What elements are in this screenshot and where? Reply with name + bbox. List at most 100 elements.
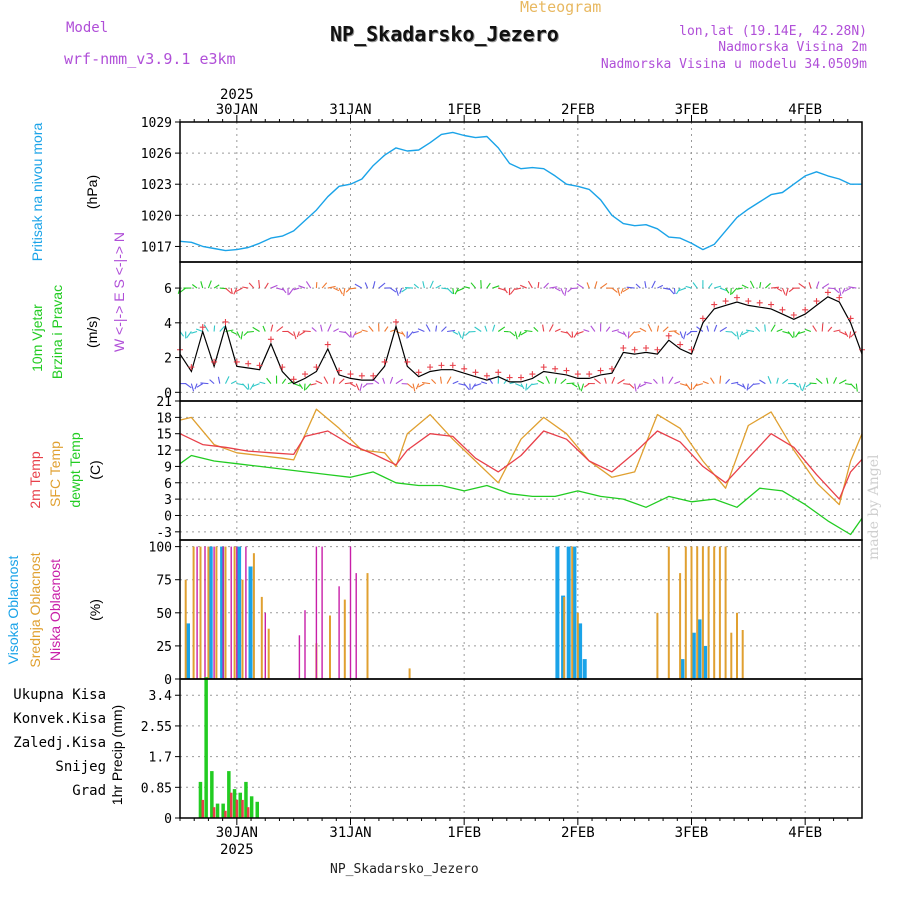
wind-direction-arrow xyxy=(431,379,437,385)
wind-direction-arrow xyxy=(524,329,533,333)
mid-cloud-bar xyxy=(713,546,716,679)
wind-direction-arrow xyxy=(776,287,783,292)
y-tick-label: 0 xyxy=(164,673,172,688)
wind-direction-arrow xyxy=(850,331,857,338)
wind-direction-arrow xyxy=(634,383,637,392)
wind-direction-arrow xyxy=(298,383,304,389)
wind-direction-arrow xyxy=(668,287,675,295)
wind-direction-arrow xyxy=(652,378,658,384)
y-tick-label: 18 xyxy=(156,411,172,426)
mid-cloud-bar xyxy=(563,596,566,679)
low-cloud-bar xyxy=(204,546,206,679)
wind-direction-arrow xyxy=(805,383,812,388)
wind-direction-arrow xyxy=(781,287,786,295)
wind-direction-arrow xyxy=(776,377,779,384)
wind-direction-arrow xyxy=(787,331,794,339)
wind-direction-arrow xyxy=(767,375,772,384)
wind-gust-marker xyxy=(267,336,274,343)
wind-direction-arrow xyxy=(327,285,336,289)
high-cloud-bar xyxy=(578,623,583,679)
wind-direction-arrow xyxy=(406,383,414,389)
altitude-label: Nadmorska Visina 2m xyxy=(718,40,867,55)
wind-direction-arrow xyxy=(446,376,452,384)
year-label-top: 2025 xyxy=(220,87,254,103)
wind-direction-arrow xyxy=(747,383,755,390)
wind-direction-arrow xyxy=(746,383,749,391)
wind-direction-arrow xyxy=(815,377,823,385)
day-label-bottom: 2FEB xyxy=(561,825,595,841)
wind-gust-marker xyxy=(688,346,695,353)
day-label-bottom: 30JAN xyxy=(216,825,258,841)
total-precip-bar xyxy=(249,796,254,818)
panel-frame xyxy=(179,400,863,541)
wind-direction-arrow xyxy=(770,324,776,332)
wind-direction-arrow xyxy=(452,380,459,385)
wind-direction-arrow xyxy=(537,379,544,385)
mid-cloud-bar xyxy=(667,546,670,679)
wind-direction-arrow xyxy=(570,287,578,290)
wind-gust-marker xyxy=(631,346,638,353)
wind-direction-arrow xyxy=(492,285,500,289)
low-cloud-bar xyxy=(315,546,318,679)
panel-frame xyxy=(179,678,863,819)
wind-gust-marker xyxy=(245,360,252,367)
wind-direction-arrow xyxy=(764,324,766,332)
wind-direction-arrow xyxy=(235,287,243,293)
wind-direction-arrow xyxy=(678,287,687,292)
wind-gust-marker xyxy=(745,298,752,305)
wind-direction-arrow xyxy=(798,282,806,289)
precip-legend-item: Konvek.Kisa xyxy=(13,711,106,727)
y-tick-label: 6 xyxy=(164,477,172,492)
wind-direction-arrow xyxy=(611,287,618,293)
wind-direction-arrow xyxy=(771,286,780,289)
y-tick-label: 1023 xyxy=(141,178,172,193)
wind-direction-arrow xyxy=(838,287,842,297)
wind-direction-arrow xyxy=(675,287,681,295)
wind-gust-marker xyxy=(449,362,456,369)
wind-direction-arrow xyxy=(302,330,311,333)
precip-legend-item: Snijeg xyxy=(55,759,106,775)
wind-direction-arrow xyxy=(542,324,545,332)
wind-direction-arrow xyxy=(296,331,300,338)
conv-precip-bar xyxy=(229,792,233,818)
high-cloud-bar xyxy=(555,546,560,679)
y-tick-label: 1026 xyxy=(141,147,172,162)
wind-direction-arrow xyxy=(725,378,731,384)
temp2m-title: 2m Temp xyxy=(27,451,43,509)
total-precip-bar xyxy=(210,771,214,818)
mid-cloud-title: Srednja Oblacnost xyxy=(27,552,43,667)
wind-direction-arrow xyxy=(844,331,849,338)
day-label-top: 3FEB xyxy=(675,102,709,118)
wind-direction-arrow xyxy=(418,383,425,388)
wind-direction-arrow xyxy=(270,284,278,289)
wind-direction-arrow xyxy=(520,331,527,336)
mid-cloud-bar xyxy=(730,632,733,679)
wind-direction-arrow xyxy=(463,383,470,391)
total-precip-bar xyxy=(255,801,259,818)
wind-direction-arrow xyxy=(782,378,789,385)
y-tick-label: 2.55 xyxy=(141,720,172,735)
wind-direction-arrow xyxy=(200,382,209,385)
wind-direction-arrow xyxy=(848,286,857,289)
wind-direction-arrow xyxy=(355,383,360,391)
wind-direction-arrow xyxy=(617,287,621,296)
wind-direction-arrow xyxy=(372,281,376,289)
wind-gust-marker xyxy=(415,369,422,376)
wind-direction-arrow xyxy=(446,287,454,295)
wind-direction-arrow xyxy=(509,287,516,295)
mid-cloud-bar xyxy=(215,546,218,679)
wind-direction-arrow xyxy=(503,378,509,384)
wind-direction-arrow xyxy=(344,331,351,338)
wind-gust-marker xyxy=(438,362,445,369)
y-tick-label: 4 xyxy=(164,317,172,332)
wind-direction-arrow xyxy=(209,379,215,385)
wind-direction-arrow xyxy=(247,383,250,390)
wind-direction-arrow xyxy=(620,287,624,294)
wind-direction-arrow xyxy=(270,324,274,332)
wind-direction-arrow xyxy=(213,284,220,289)
wind-direction-arrow xyxy=(470,282,476,289)
wind-gust-marker xyxy=(302,371,309,378)
mid-cloud-bar xyxy=(736,612,738,679)
wind-direction-arrow xyxy=(685,285,692,289)
wind-direction-arrow xyxy=(484,325,488,332)
